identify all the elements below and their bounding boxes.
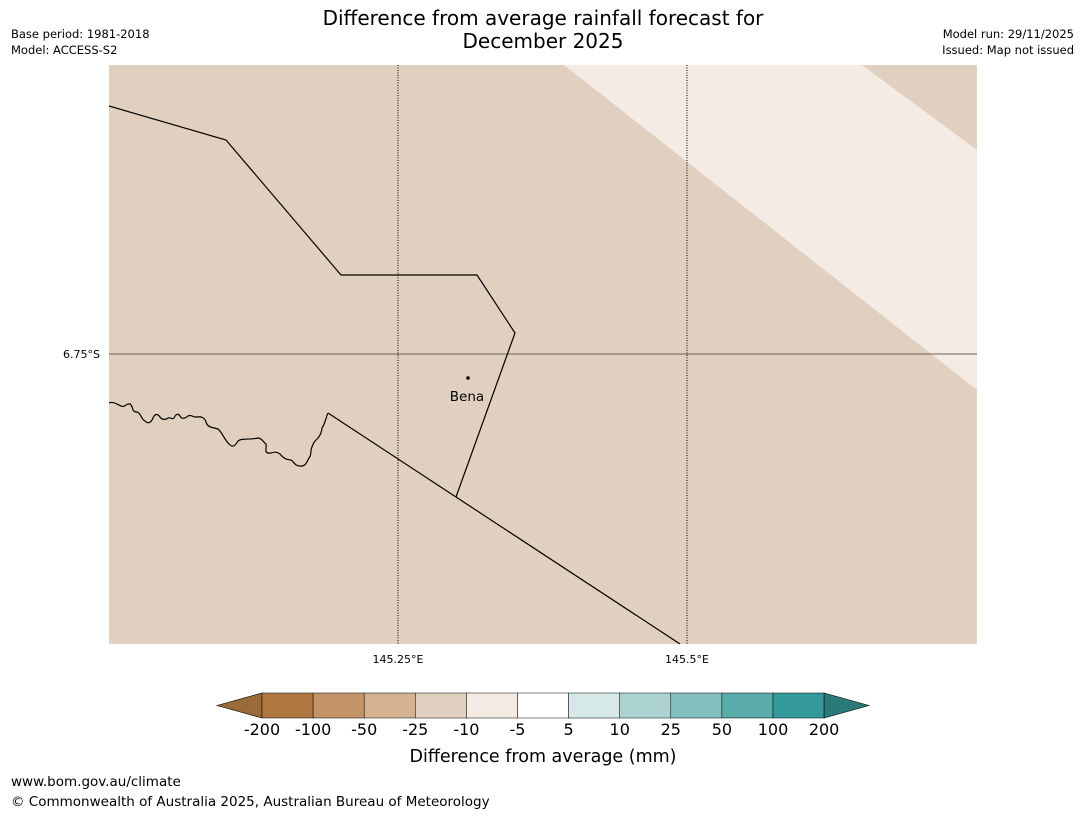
colorbar-tick-label: 25 (661, 720, 681, 739)
meta-right: Model run: 29/11/2025 Issued: Map not is… (942, 26, 1074, 58)
gridlines (109, 65, 977, 644)
lon-label-145-5: 145.5°E (665, 653, 709, 666)
lat-label-6-75: 6.75°S (63, 348, 100, 361)
colorbar-segment (772, 692, 825, 719)
colorbar-segment (721, 692, 774, 719)
colorbar-tick-label: 10 (610, 720, 630, 739)
footer-copyright: © Commonwealth of Australia 2025, Austra… (11, 794, 490, 810)
place-bena: Bena (450, 376, 484, 405)
colorbar-segment (619, 692, 672, 719)
colorbar-labels: -200 -100 -50 -25 -10 -5 5 10 25 50 100 200 (244, 720, 840, 739)
colorbar-tick-label: -5 (510, 720, 526, 739)
colorbar-segment (670, 692, 723, 719)
colorbar-segment (363, 692, 416, 719)
colorbar-tick-label: 5 (564, 720, 574, 739)
issued-status: Issued: Map not issued (942, 43, 1074, 57)
meta-left: Base period: 1981-2018 Model: ACCESS-S2 (11, 26, 150, 58)
boundaries (109, 105, 681, 644)
title-line-1: Difference from average rainfall forecas… (322, 6, 764, 30)
province-boundary-south (327, 412, 681, 644)
colorbar-tick-label: -10 (453, 720, 479, 739)
province-boundary-north (109, 105, 516, 498)
colorbar-tick-label: 200 (809, 720, 840, 739)
colorbar-segment (312, 692, 365, 719)
colorbar-title: Difference from average (mm) (409, 747, 676, 767)
model-run: Model run: 29/11/2025 (942, 27, 1074, 41)
colorbar-segment (261, 692, 314, 719)
colorbar-segment (568, 692, 620, 719)
lon-label-145-25: 145.25°E (373, 653, 424, 666)
footer-url: www.bom.gov.au/climate (11, 774, 181, 790)
title-line-2: December 2025 (462, 29, 624, 53)
colorbar-extend-high (823, 692, 871, 719)
base-period: Base period: 1981-2018 (11, 27, 150, 41)
colorbar-tick-label: -100 (295, 720, 331, 739)
place-label-bena: Bena (450, 389, 484, 405)
colorbar-segment (517, 692, 569, 719)
model-name: Model: ACCESS-S2 (11, 43, 118, 57)
colorbar-tick-label: -50 (351, 720, 377, 739)
colorbar-segment (466, 692, 518, 719)
colorbar-tick-label: -25 (402, 720, 428, 739)
colorbar-tick-label: 50 (712, 720, 732, 739)
colorbar-tick-label: 100 (758, 720, 789, 739)
colorbar-segment (415, 692, 467, 719)
colorbar (215, 692, 871, 719)
map-title: Difference from average rainfall forecas… (243, 7, 843, 53)
forecast-region-band (564, 65, 977, 390)
river-outline (109, 401, 329, 467)
place-marker-bena (466, 376, 470, 380)
colorbar-tick-label: -200 (244, 720, 280, 739)
colorbar-extend-low (215, 692, 263, 719)
